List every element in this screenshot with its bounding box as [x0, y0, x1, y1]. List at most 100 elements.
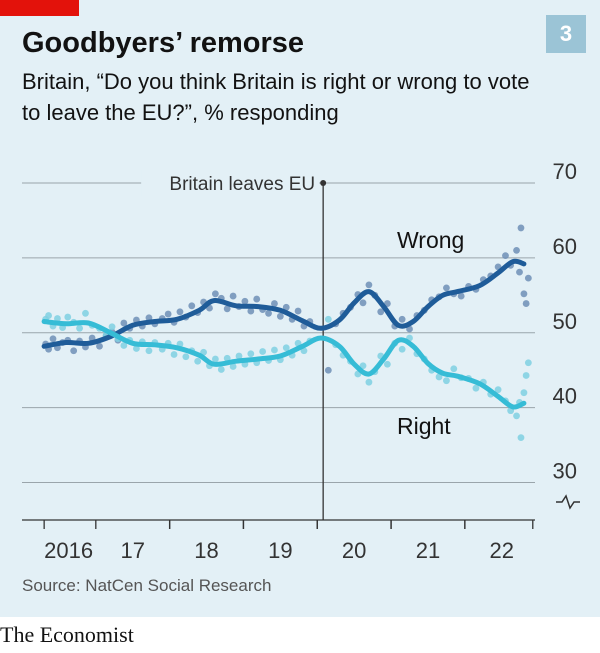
point-wrong-51 — [359, 299, 367, 307]
point-right-77 — [522, 372, 530, 379]
point-wrong-46 — [324, 366, 332, 374]
axis-break-mark — [556, 494, 580, 510]
point-wrong-31 — [223, 305, 231, 313]
point-wrong-39 — [271, 300, 278, 307]
x-tick-label-19: 19 — [268, 538, 292, 563]
x-tick-label-18: 18 — [194, 538, 218, 563]
point-wrong-73 — [513, 247, 520, 254]
point-wrong-6 — [70, 347, 78, 355]
trend-line-right — [41, 319, 527, 410]
point-wrong-23 — [176, 308, 184, 316]
economist-brand: The Economist — [0, 622, 134, 647]
y-tick-label-40: 40 — [553, 384, 577, 409]
point-wrong-32 — [229, 292, 237, 300]
y-tick-label-30: 30 — [553, 459, 577, 484]
x-axis: 2016 17 18 19 20 21 22 — [22, 519, 535, 563]
point-wrong-71 — [502, 252, 509, 260]
point-right-16 — [133, 345, 140, 352]
point-right-52 — [365, 378, 373, 386]
point-right-64 — [450, 365, 458, 373]
point-wrong-2 — [49, 335, 57, 343]
point-wrong-25 — [188, 302, 196, 310]
point-wrong-38 — [265, 309, 272, 317]
point-right-5 — [64, 313, 72, 321]
x-tick-label-2016: 2016 — [44, 538, 93, 563]
point-right-24 — [182, 353, 190, 361]
point-wrong-74 — [516, 268, 523, 276]
y-axis-labels: 30 40 50 60 70 — [553, 159, 577, 484]
chart-title: Goodbyers’ remorse — [22, 27, 305, 59]
point-right-8 — [82, 309, 89, 317]
point-wrong-54 — [377, 308, 385, 316]
x-tick-label-20: 20 — [342, 538, 366, 563]
point-right-55 — [383, 360, 391, 368]
point-right-67 — [472, 384, 480, 392]
point-right-70 — [494, 386, 502, 394]
x-tick-label-17: 17 — [120, 538, 144, 563]
point-wrong-77 — [522, 300, 530, 307]
point-wrong-76 — [520, 290, 528, 298]
point-right-29 — [211, 355, 219, 363]
point-right-75 — [517, 434, 525, 442]
point-right-12 — [108, 323, 116, 331]
chart-subtitle: Britain, “Do you think Britain is right … — [22, 69, 530, 125]
annotation-label-background — [141, 170, 320, 196]
point-wrong-75 — [517, 224, 525, 232]
point-wrong-63 — [443, 284, 450, 292]
point-right-62 — [435, 373, 443, 381]
point-right-41 — [282, 344, 290, 352]
chart-number-badge: 3 — [546, 15, 586, 53]
point-right-37 — [259, 348, 267, 355]
series-label-wrong: Wrong — [397, 227, 464, 253]
point-right-31 — [223, 354, 231, 362]
point-wrong-41 — [282, 303, 290, 311]
point-wrong-35 — [247, 307, 255, 315]
trend-line-wrong — [41, 258, 527, 349]
point-wrong-10 — [96, 342, 103, 350]
annotation: Britain leaves EU — [141, 170, 327, 520]
point-wrong-21 — [164, 310, 172, 318]
point-right-63 — [443, 377, 450, 385]
annotation-label: Britain leaves EU — [169, 174, 315, 195]
point-wrong-57 — [398, 315, 406, 323]
point-wrong-36 — [253, 295, 261, 303]
point-wrong-65 — [457, 292, 465, 300]
point-right-33 — [235, 352, 243, 360]
point-wrong-78 — [524, 274, 532, 282]
point-right-35 — [247, 350, 255, 358]
point-wrong-43 — [294, 307, 302, 315]
line-chart: 30 40 50 60 70 2016 17 18 19 20 21 22 Britain leav… — [22, 159, 580, 563]
y-tick-label-60: 60 — [553, 234, 577, 259]
point-right-7 — [76, 324, 83, 332]
point-right-39 — [271, 346, 278, 354]
point-right-73 — [513, 412, 520, 420]
point-right-14 — [120, 342, 128, 349]
y-tick-label-70: 70 — [553, 159, 577, 184]
trend-lines — [41, 258, 527, 410]
point-right-26 — [194, 357, 202, 365]
y-tick-label-50: 50 — [553, 309, 577, 334]
point-right-46 — [324, 315, 332, 323]
brand-red-bar — [0, 0, 79, 16]
annotation-dot — [320, 180, 327, 186]
point-right-18 — [145, 347, 153, 355]
point-wrong-14 — [120, 319, 128, 327]
point-right-32 — [229, 363, 237, 370]
series-label-right: Right — [397, 413, 451, 439]
x-tick-label-21: 21 — [416, 538, 440, 563]
point-right-57 — [398, 345, 406, 353]
source-note: Source: NatCen Social Research — [22, 576, 272, 595]
point-wrong-29 — [211, 290, 219, 298]
point-wrong-40 — [276, 312, 284, 320]
point-right-51 — [359, 362, 367, 370]
point-right-78 — [524, 359, 532, 367]
point-right-1 — [45, 312, 52, 319]
point-right-76 — [520, 389, 528, 397]
point-right-30 — [217, 366, 225, 373]
point-wrong-34 — [241, 297, 249, 305]
point-wrong-52 — [365, 281, 373, 289]
point-right-22 — [170, 351, 178, 358]
point-right-3 — [54, 315, 61, 322]
x-tick-label-22: 22 — [490, 538, 514, 563]
axis-break — [556, 494, 580, 510]
